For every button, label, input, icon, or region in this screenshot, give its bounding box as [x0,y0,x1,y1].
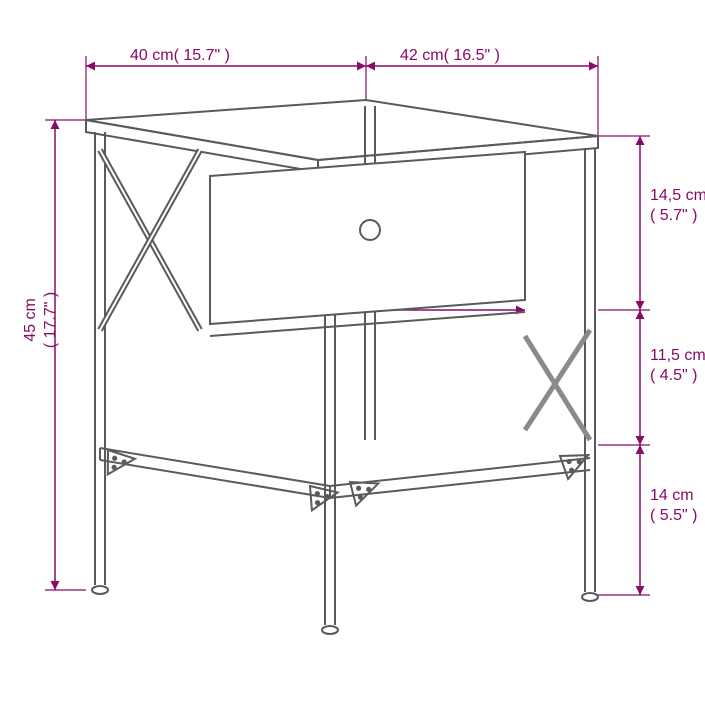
dim-label-top_left: 40 cm( 15.7" ) [130,47,230,64]
shelf-front [100,448,330,486]
drawer-knob-icon [360,220,380,240]
dim-label-right_1: 14,5 cm( 5.7" ) [650,187,705,224]
dim-label-right_3: 14 cm( 5.5" ) [650,487,697,524]
x-brace-right-0 [525,336,590,440]
foot-0 [92,586,108,594]
dim-label-right_2: 11,5 cm( 4.5" ) [650,347,705,384]
foot-2 [582,593,598,601]
top-edge-front [86,120,318,172]
dim-label-top_right: 42 cm( 16.5" ) [400,47,500,64]
furniture [86,100,598,634]
dim-label-left: 45 cm( 17.7" ) [22,292,59,348]
bracket-3 [560,451,592,479]
bracket-1 [308,486,338,512]
foot-1 [322,626,338,634]
top-plate [86,100,598,160]
x-brace-right-1 [525,330,590,430]
dimension-lines: 40 cm( 15.7" ) 42 cm( 16.5" ) 45 cm( 17.7"… [22,47,705,595]
shelf-front-edge [100,460,330,498]
shelf-right [330,458,590,486]
